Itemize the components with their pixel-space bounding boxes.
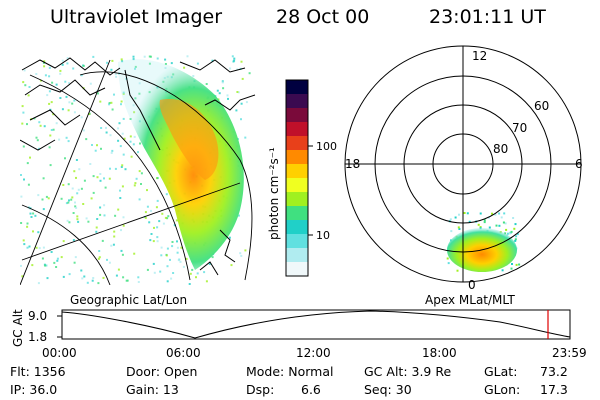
flight-number: Flt: 1356 [10, 364, 66, 379]
colorbar-band [286, 234, 308, 249]
time-tick-2359: 23:59 [552, 346, 587, 360]
mode-value: Mode: Normal [246, 364, 334, 379]
observation-date: 28 Oct 00 [276, 6, 370, 28]
auroral-emission-region [118, 59, 244, 270]
polar-plot-caption: Apex MLat/MLT [425, 293, 515, 307]
glat-value: 73.2 [540, 364, 568, 379]
time-tick-0000: 00:00 [42, 346, 77, 360]
graticule [20, 59, 253, 285]
colorbar-band [286, 248, 308, 263]
geo-map-caption: Geographic Lat/Lon [70, 293, 187, 307]
time-tick-1800: 18:00 [422, 346, 457, 360]
polar-plot: 12 18 6 0 60 70 80 [344, 45, 583, 292]
mlt-label-12: 12 [472, 49, 487, 63]
altitude-ymin: 1.8 [28, 330, 47, 344]
glon-label: GLon: [484, 382, 521, 397]
colorbar-band [286, 206, 308, 221]
coastline [20, 57, 256, 276]
time-tick-0600: 06:00 [166, 346, 201, 360]
geographic-map [20, 55, 256, 285]
gc-alt-value: GC Alt: 3.9 Re [364, 364, 452, 379]
altitude-timeline: GC Alt 9.0 1.8 00:00 06:00 12:00 18:00 2… [11, 309, 587, 360]
colorbar-band [286, 136, 308, 151]
gain-value: Gain: 13 [126, 382, 179, 397]
lat-label-70: 70 [512, 121, 527, 135]
mlt-label-6: 6 [575, 157, 583, 171]
time-tick-1200: 12:00 [296, 346, 331, 360]
glat-label: GLat: [484, 364, 518, 379]
colorbar-band [286, 108, 308, 123]
colorbar-band [286, 94, 308, 109]
dsp-label: Dsp: [246, 382, 275, 397]
colorbar-band [286, 192, 308, 207]
instrument-title: Ultraviolet Imager [50, 6, 223, 28]
colorbar-band [286, 164, 308, 179]
colorbar-band [286, 80, 308, 95]
colorbar-band [286, 178, 308, 193]
lat-label-60: 60 [534, 99, 549, 113]
auroral-core [159, 99, 219, 180]
dsp-value: 6.6 [301, 382, 321, 397]
glon-value: 17.3 [540, 382, 568, 397]
door-status: Door: Open [126, 364, 198, 379]
colorbar-band [286, 122, 308, 137]
lat-label-80: 80 [493, 142, 508, 156]
mlt-label-0: 0 [468, 278, 476, 292]
altitude-axis-title: GC Alt [11, 309, 25, 347]
observation-time: 23:01:11 UT [429, 6, 546, 28]
colorbar-tick-10: 10 [316, 229, 330, 242]
colorbar-band [286, 220, 308, 235]
colorbar-band [286, 262, 308, 277]
altitude-ymax: 9.0 [28, 309, 47, 323]
colorbar-tick-100: 100 [316, 140, 337, 153]
colorbar-label: photon cm⁻²s⁻¹ [267, 147, 281, 240]
altitude-curve [61, 310, 571, 339]
colorbar: 100 10 photon cm⁻²s⁻¹ [267, 79, 337, 277]
colorbar-gradient [286, 80, 308, 277]
mlt-label-18: 18 [345, 157, 360, 171]
colorbar-band [286, 150, 308, 165]
ip-value: IP: 36.0 [10, 382, 58, 397]
sequence-value: Seq: 30 [364, 382, 412, 397]
